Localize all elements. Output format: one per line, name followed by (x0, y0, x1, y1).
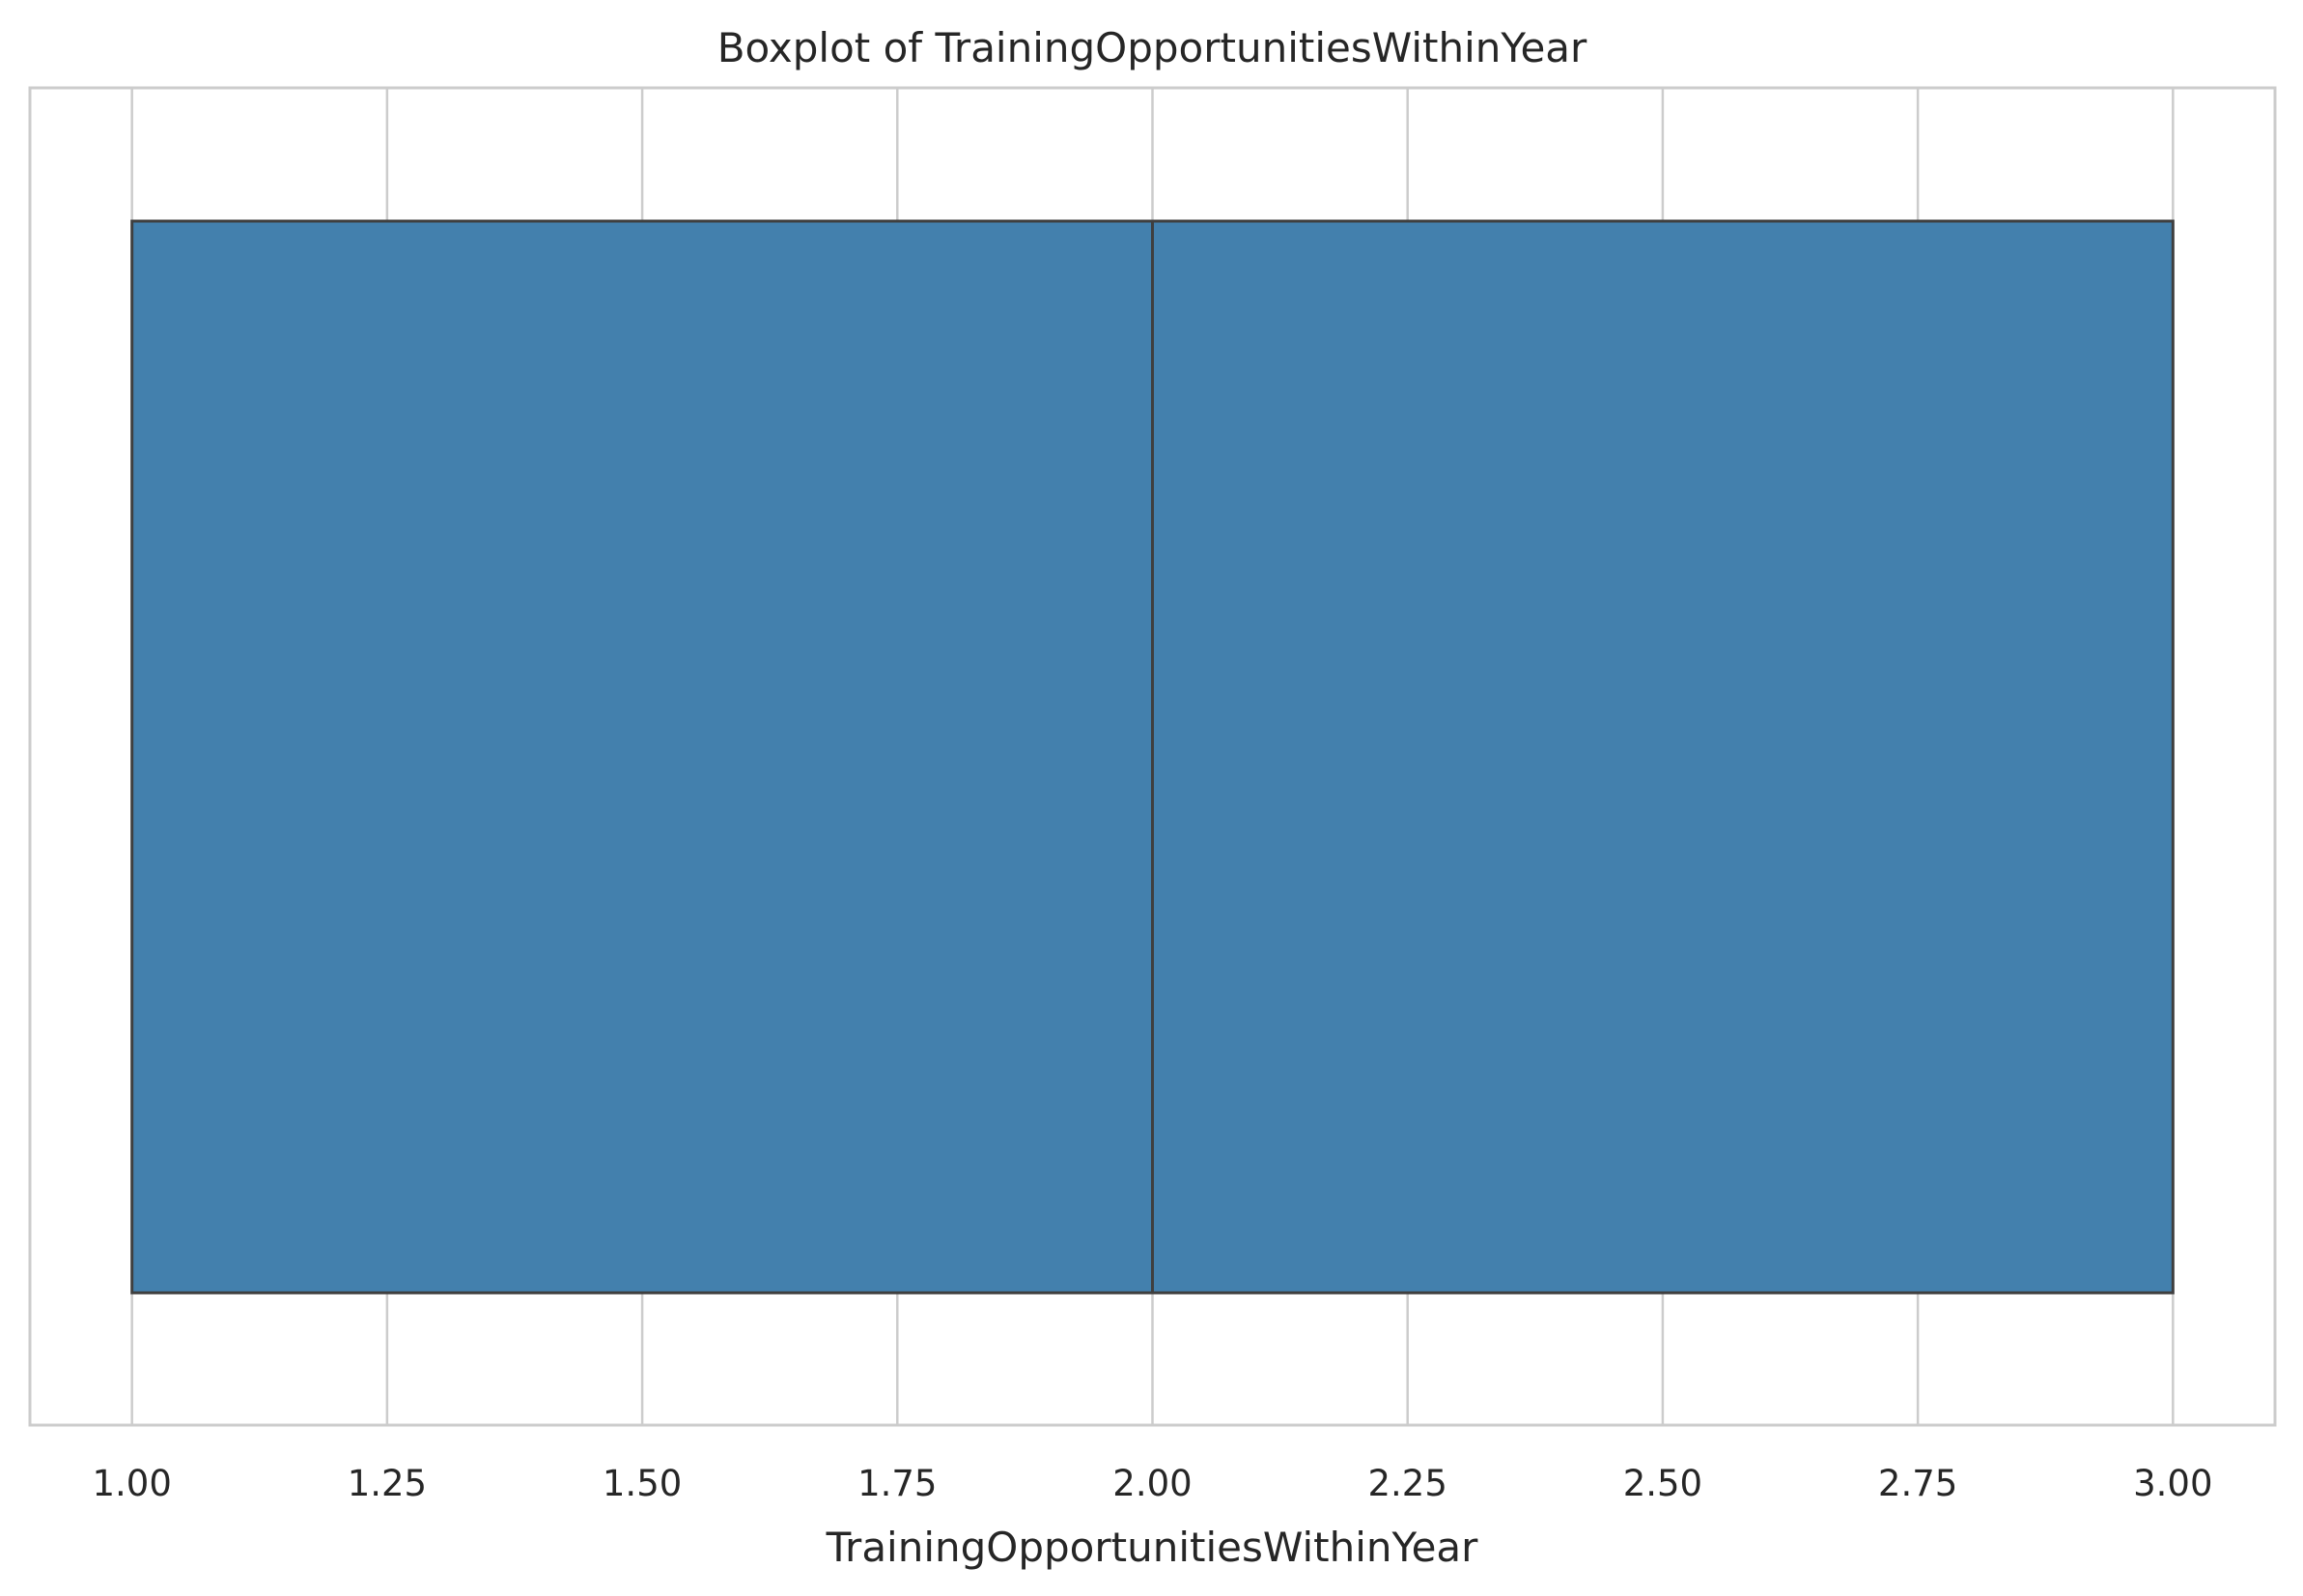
x-tick-label: 1.75 (857, 1463, 937, 1504)
x-tick-labels: 1.00 1.25 1.50 1.75 2.00 2.25 2.50 2.75 3.00 (92, 1463, 2212, 1504)
chart-title: Boxplot of TrainingOpportunitiesWithinYe… (717, 24, 1587, 71)
plot-frame (28, 86, 2277, 1427)
x-tick-label: 2.75 (1878, 1463, 1957, 1504)
x-tick-label: 2.00 (1112, 1463, 1192, 1504)
x-tick-label: 1.00 (92, 1463, 171, 1504)
x-tick-label: 1.50 (603, 1463, 682, 1504)
x-tick-label: 2.50 (1623, 1463, 1702, 1504)
x-axis-label: TrainingOpportunitiesWithinYear (826, 1524, 1479, 1571)
x-tick-label: 3.00 (2133, 1463, 2212, 1504)
x-tick-label: 2.25 (1368, 1463, 1447, 1504)
box-group (130, 219, 2175, 1295)
x-tick-label: 1.25 (348, 1463, 427, 1504)
